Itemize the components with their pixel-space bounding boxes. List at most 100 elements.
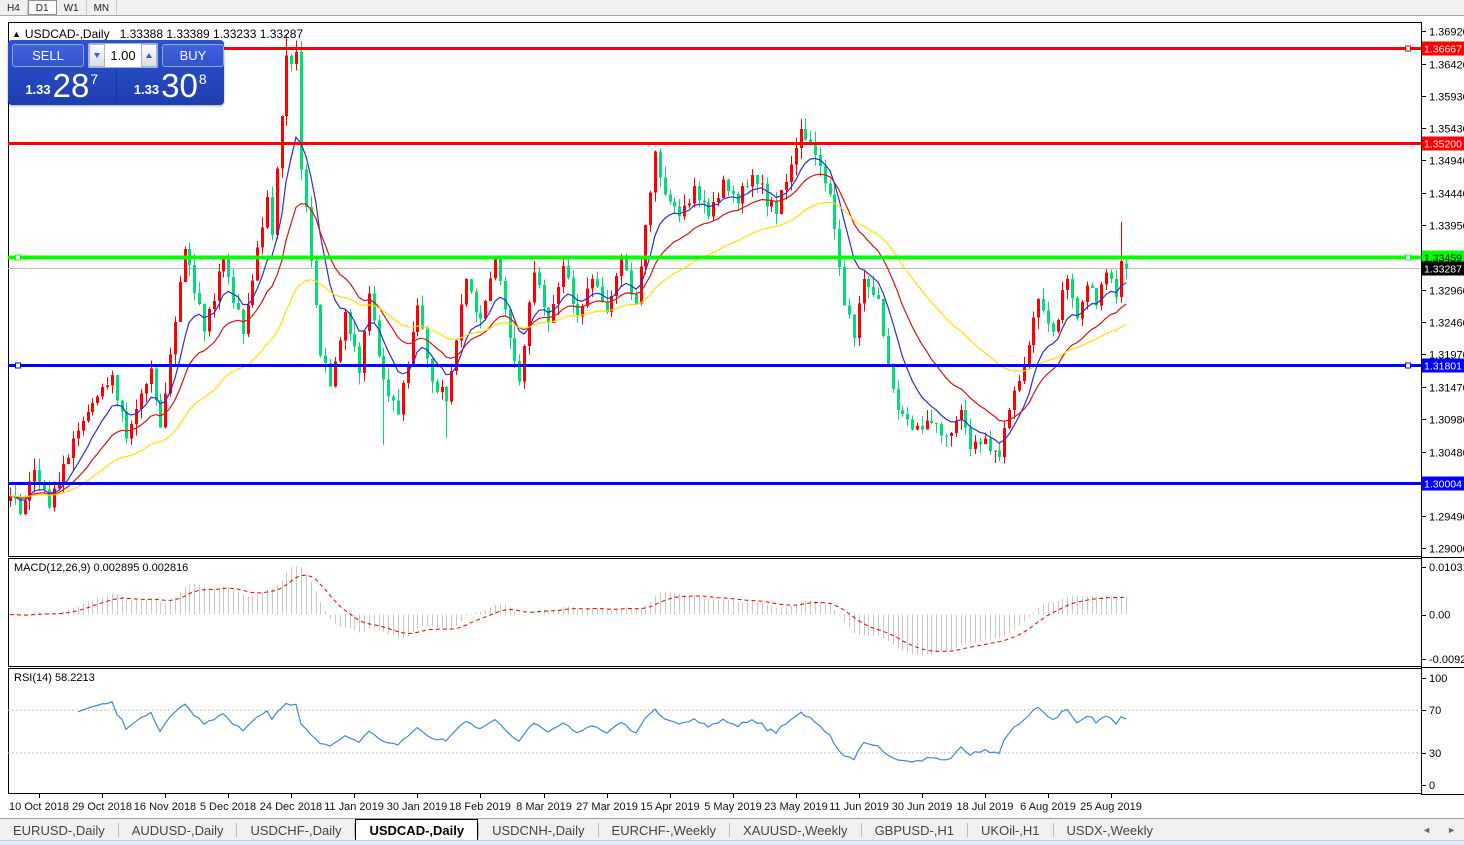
x-axis-date-label: 15 Apr 2019 bbox=[640, 801, 699, 813]
svg-text:1.35200: 1.35200 bbox=[1424, 139, 1462, 151]
volume-input[interactable]: 1.00 bbox=[105, 44, 141, 67]
y-axis-tick-label: 1.30980 bbox=[1429, 415, 1464, 427]
macd-axis-label: 0.010311 bbox=[1429, 562, 1464, 574]
tab-eurusd-daily[interactable]: EURUSD-,Daily bbox=[13, 822, 105, 838]
y-axis-tick-label: 1.35930 bbox=[1429, 92, 1464, 104]
price-level-tag bbox=[1422, 136, 1464, 151]
sell-price[interactable]: 1.33 28 7 bbox=[8, 69, 116, 103]
ma-line-45 bbox=[9, 201, 1127, 498]
tab-usdx-weekly[interactable]: USDX-,Weekly bbox=[1066, 822, 1153, 838]
chart-tab-bar: EURUSD-,Daily AUDUSD-,Daily USDCHF-,Daily U… bbox=[0, 818, 1464, 841]
chart-canvas[interactable]: 1.366671.352001.334591.318011.300041.332… bbox=[0, 0, 1464, 818]
x-axis-date-label: 18 Jul 2019 bbox=[957, 801, 1014, 813]
tab-separator bbox=[597, 823, 599, 837]
timeframe-button-mn[interactable]: MN bbox=[87, 0, 118, 15]
x-axis-date-label: 11 Jun 2019 bbox=[829, 801, 889, 813]
price-level-tag bbox=[1422, 358, 1464, 373]
tab-audusd-daily[interactable]: AUDUSD-,Daily bbox=[131, 822, 224, 838]
tab-separator bbox=[354, 823, 356, 837]
sell-price-prefix: 1.33 bbox=[25, 82, 51, 97]
tab-separator bbox=[478, 823, 480, 837]
triangle-down-icon bbox=[94, 53, 100, 58]
volume-stepper: 1.00 bbox=[88, 43, 158, 68]
ma-line-9 bbox=[9, 135, 1127, 501]
tab-xauusd-weekly[interactable]: XAUUSD-,Weekly bbox=[743, 822, 848, 838]
chart-pane-border bbox=[8, 22, 1422, 557]
tab-eurchf-weekly[interactable]: EURCHF-,Weekly bbox=[611, 822, 717, 838]
y-axis-tick-label: 1.32460 bbox=[1429, 318, 1464, 330]
svg-text:1.30004: 1.30004 bbox=[1424, 479, 1462, 491]
ma-line-20 bbox=[9, 173, 1127, 499]
timeframe-button-w1[interactable]: W1 bbox=[57, 0, 87, 15]
x-axis-date-label: 16 Nov 2018 bbox=[134, 801, 196, 813]
y-axis-tick-label: 1.31470 bbox=[1429, 383, 1464, 395]
rsi-line bbox=[77, 701, 1127, 763]
x-axis-date-label: 10 Oct 2018 bbox=[9, 801, 69, 813]
timeframe-button-h4[interactable]: H4 bbox=[0, 0, 28, 15]
rsi-axis-label: 100 bbox=[1429, 673, 1447, 685]
svg-text:1.33287: 1.33287 bbox=[1424, 264, 1462, 276]
tab-usdcad-daily[interactable]: USDCAD-,Daily bbox=[355, 819, 479, 841]
y-axis-tick-label: 1.29490 bbox=[1429, 512, 1464, 524]
tab-usdchf-daily[interactable]: USDCHF-,Daily bbox=[250, 822, 342, 838]
tab-scroll-right-icon[interactable]: ► bbox=[1447, 825, 1456, 835]
buy-price-sup: 8 bbox=[198, 71, 207, 87]
volume-increase-button[interactable] bbox=[141, 44, 157, 67]
timeframe-button-d1[interactable]: D1 bbox=[27, 0, 57, 15]
macd-axis-label: -0.009203 bbox=[1429, 654, 1464, 666]
buy-price-big: 30 bbox=[161, 67, 198, 104]
line-handle[interactable] bbox=[1405, 254, 1411, 261]
macd-signal-line bbox=[10, 574, 1127, 652]
x-axis-date-label: 5 May 2019 bbox=[704, 801, 761, 813]
symbol-arrow-icon: ▲ bbox=[12, 29, 21, 39]
x-axis-date-label: 5 Dec 2018 bbox=[200, 801, 256, 813]
sell-price-big: 28 bbox=[52, 67, 90, 104]
quote-title: ▲ USDCAD-,Daily 1.33388 1.33389 1.33233 1.… bbox=[12, 27, 303, 41]
triangle-up-icon bbox=[146, 53, 152, 58]
tab-scroll-left-icon[interactable]: ◄ bbox=[1422, 825, 1432, 835]
price-level-tag bbox=[1422, 250, 1464, 265]
chart-pane-border bbox=[8, 668, 1422, 794]
buy-button[interactable]: BUY bbox=[162, 44, 224, 67]
tab-usdcnh-daily[interactable]: USDCNH-,Daily bbox=[492, 822, 585, 838]
quote-ohlc: 1.33388 1.33389 1.33233 1.33287 bbox=[119, 27, 304, 41]
trade-panel-prices: 1.33 28 7 1.33 30 8 bbox=[8, 69, 224, 103]
x-axis-date-label: 18 Feb 2019 bbox=[449, 801, 511, 813]
tab-gbpusd-h1[interactable]: GBPUSD-,H1 bbox=[874, 822, 955, 838]
trade-panel-divider bbox=[115, 69, 117, 103]
y-axis-tick-label: 1.30480 bbox=[1429, 448, 1464, 460]
candlestick-series bbox=[9, 33, 1128, 516]
macd-axis-label: 0.00 bbox=[1429, 610, 1450, 622]
current-price-tag bbox=[1422, 261, 1464, 276]
buy-price[interactable]: 1.33 30 8 bbox=[117, 69, 225, 103]
status-bar bbox=[0, 840, 1464, 845]
svg-text:1.31801: 1.31801 bbox=[1424, 361, 1462, 373]
trade-panel-controls: SELL 1.00 BUY bbox=[8, 43, 224, 68]
x-axis-date-label: 11 Jan 2019 bbox=[324, 801, 384, 813]
line-handle[interactable] bbox=[15, 254, 21, 261]
x-axis-date-label: 30 Jun 2019 bbox=[892, 801, 953, 813]
buy-price-prefix: 1.33 bbox=[133, 82, 160, 97]
timeframe-toolbar: H4 D1 W1 MN bbox=[0, 0, 1464, 16]
rsi-axis-label: 0 bbox=[1429, 780, 1435, 792]
line-handle[interactable] bbox=[15, 362, 21, 369]
price-level-tag bbox=[1422, 41, 1464, 56]
y-axis-tick-label: 1.36920 bbox=[1429, 27, 1464, 39]
symbol-name: USDCAD-,Daily bbox=[24, 27, 110, 41]
price-level-tag bbox=[1422, 476, 1464, 491]
y-axis-tick-label: 1.34940 bbox=[1429, 156, 1464, 168]
tab-separator bbox=[967, 823, 969, 837]
volume-decrease-button[interactable] bbox=[89, 44, 105, 67]
macd-indicator-label: MACD(12,26,9) 0.002895 0.002816 bbox=[14, 562, 189, 574]
x-axis-date-label: 29 Oct 2018 bbox=[72, 801, 132, 813]
line-handle[interactable] bbox=[1405, 362, 1411, 369]
x-axis-date-label: 27 Mar 2019 bbox=[576, 801, 638, 813]
sell-button[interactable]: SELL bbox=[12, 44, 84, 67]
tab-separator bbox=[1052, 823, 1054, 837]
line-handle[interactable] bbox=[1405, 45, 1411, 52]
tab-ukoil-h1[interactable]: UKOil-,H1 bbox=[981, 822, 1040, 838]
x-axis-date-label: 6 Aug 2019 bbox=[1020, 801, 1076, 813]
y-axis-tick-label: 1.35430 bbox=[1429, 124, 1464, 136]
